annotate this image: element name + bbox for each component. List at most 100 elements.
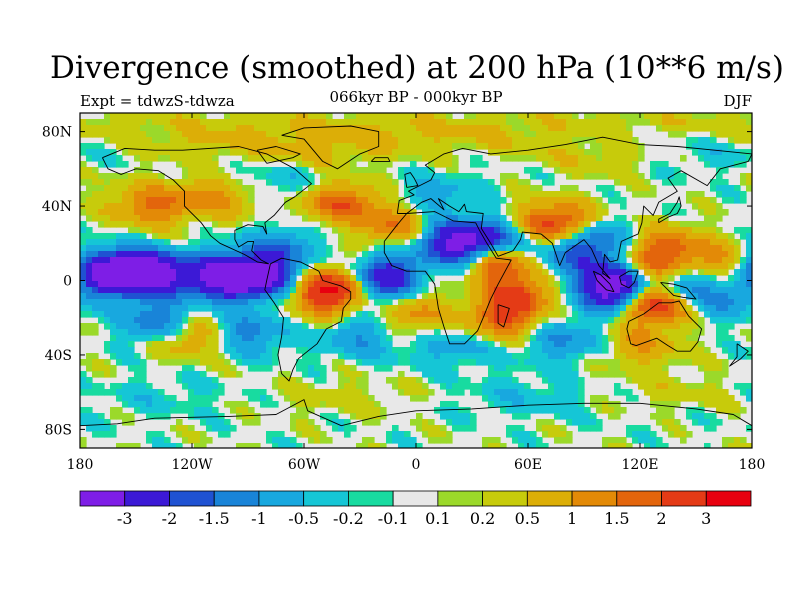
- field-cell: [122, 173, 129, 180]
- field-cell: [230, 287, 237, 294]
- field-cell: [146, 335, 153, 342]
- field-cell: [206, 293, 213, 300]
- field-cell: [392, 191, 399, 198]
- field-cell: [344, 293, 351, 300]
- field-cell: [242, 269, 249, 276]
- field-cell: [554, 281, 561, 288]
- field-cell: [614, 215, 621, 222]
- field-cell: [644, 329, 651, 336]
- field-cell: [572, 131, 579, 138]
- field-cell: [128, 323, 135, 330]
- field-cell: [374, 221, 381, 228]
- field-cell: [338, 209, 345, 216]
- field-cell: [188, 161, 195, 168]
- field-cell: [170, 323, 177, 330]
- field-cell: [554, 377, 561, 384]
- field-cell: [230, 401, 237, 408]
- field-cell: [230, 143, 237, 150]
- field-cell: [608, 335, 615, 342]
- field-cell: [116, 359, 123, 366]
- field-cell: [458, 185, 465, 192]
- field-cell: [746, 335, 752, 342]
- field-cell: [368, 335, 375, 342]
- field-cell: [176, 329, 183, 336]
- field-cell: [536, 359, 543, 366]
- field-cell: [320, 155, 327, 162]
- field-cell: [254, 275, 261, 282]
- field-cell: [182, 155, 189, 162]
- field-cell: [674, 209, 681, 216]
- field-cell: [92, 275, 99, 282]
- field-cell: [542, 233, 549, 240]
- field-cell: [104, 371, 111, 378]
- field-cell: [452, 323, 459, 330]
- field-cell: [326, 437, 333, 444]
- field-cell: [650, 173, 657, 180]
- field-cell: [632, 173, 639, 180]
- field-cell: [596, 143, 603, 150]
- field-cell: [692, 239, 699, 246]
- field-cell: [296, 155, 303, 162]
- field-cell: [362, 443, 369, 448]
- field-cell: [386, 245, 393, 252]
- field-cell: [446, 245, 453, 252]
- field-cell: [722, 395, 729, 402]
- field-cell: [506, 113, 513, 120]
- field-cell: [488, 209, 495, 216]
- field-cell: [710, 269, 717, 276]
- field-cell: [140, 197, 147, 204]
- field-cell: [380, 245, 387, 252]
- field-cell: [416, 281, 423, 288]
- field-cell: [662, 299, 669, 306]
- field-cell: [656, 437, 663, 444]
- field-cell: [248, 167, 255, 174]
- field-cell: [320, 317, 327, 324]
- field-cell: [212, 353, 219, 360]
- field-cell: [440, 263, 447, 270]
- field-cell: [182, 305, 189, 312]
- field-cell: [446, 431, 453, 438]
- field-cell: [374, 119, 381, 126]
- field-cell: [548, 227, 555, 234]
- field-cell: [728, 185, 735, 192]
- field-cell: [692, 311, 699, 318]
- field-cell: [716, 215, 723, 222]
- field-cell: [212, 209, 219, 216]
- field-cell: [332, 215, 339, 222]
- field-cell: [614, 299, 621, 306]
- field-cell: [506, 143, 513, 150]
- field-cell: [248, 185, 255, 192]
- field-cell: [110, 335, 117, 342]
- field-cell: [302, 131, 309, 138]
- field-cell: [140, 311, 147, 318]
- field-cell: [440, 401, 447, 408]
- field-cell: [296, 443, 303, 448]
- field-cell: [128, 443, 135, 448]
- field-cell: [650, 293, 657, 300]
- field-cell: [98, 281, 105, 288]
- field-cell: [542, 353, 549, 360]
- field-cell: [692, 275, 699, 282]
- field-cell: [572, 233, 579, 240]
- field-cell: [440, 143, 447, 150]
- field-cell: [230, 209, 237, 216]
- field-cell: [428, 293, 435, 300]
- field-cell: [722, 407, 729, 414]
- field-cell: [602, 167, 609, 174]
- field-cell: [608, 233, 615, 240]
- field-cell: [278, 269, 285, 276]
- field-cell: [152, 269, 159, 276]
- field-cell: [524, 395, 531, 402]
- field-cell: [104, 131, 111, 138]
- field-cell: [368, 173, 375, 180]
- field-cell: [92, 173, 99, 180]
- field-cell: [128, 143, 135, 150]
- field-cell: [140, 119, 147, 126]
- field-cell: [692, 263, 699, 270]
- field-cell: [206, 401, 213, 408]
- field-cell: [110, 323, 117, 330]
- field-cell: [578, 161, 585, 168]
- field-cell: [446, 383, 453, 390]
- field-cell: [488, 221, 495, 228]
- field-cell: [272, 431, 279, 438]
